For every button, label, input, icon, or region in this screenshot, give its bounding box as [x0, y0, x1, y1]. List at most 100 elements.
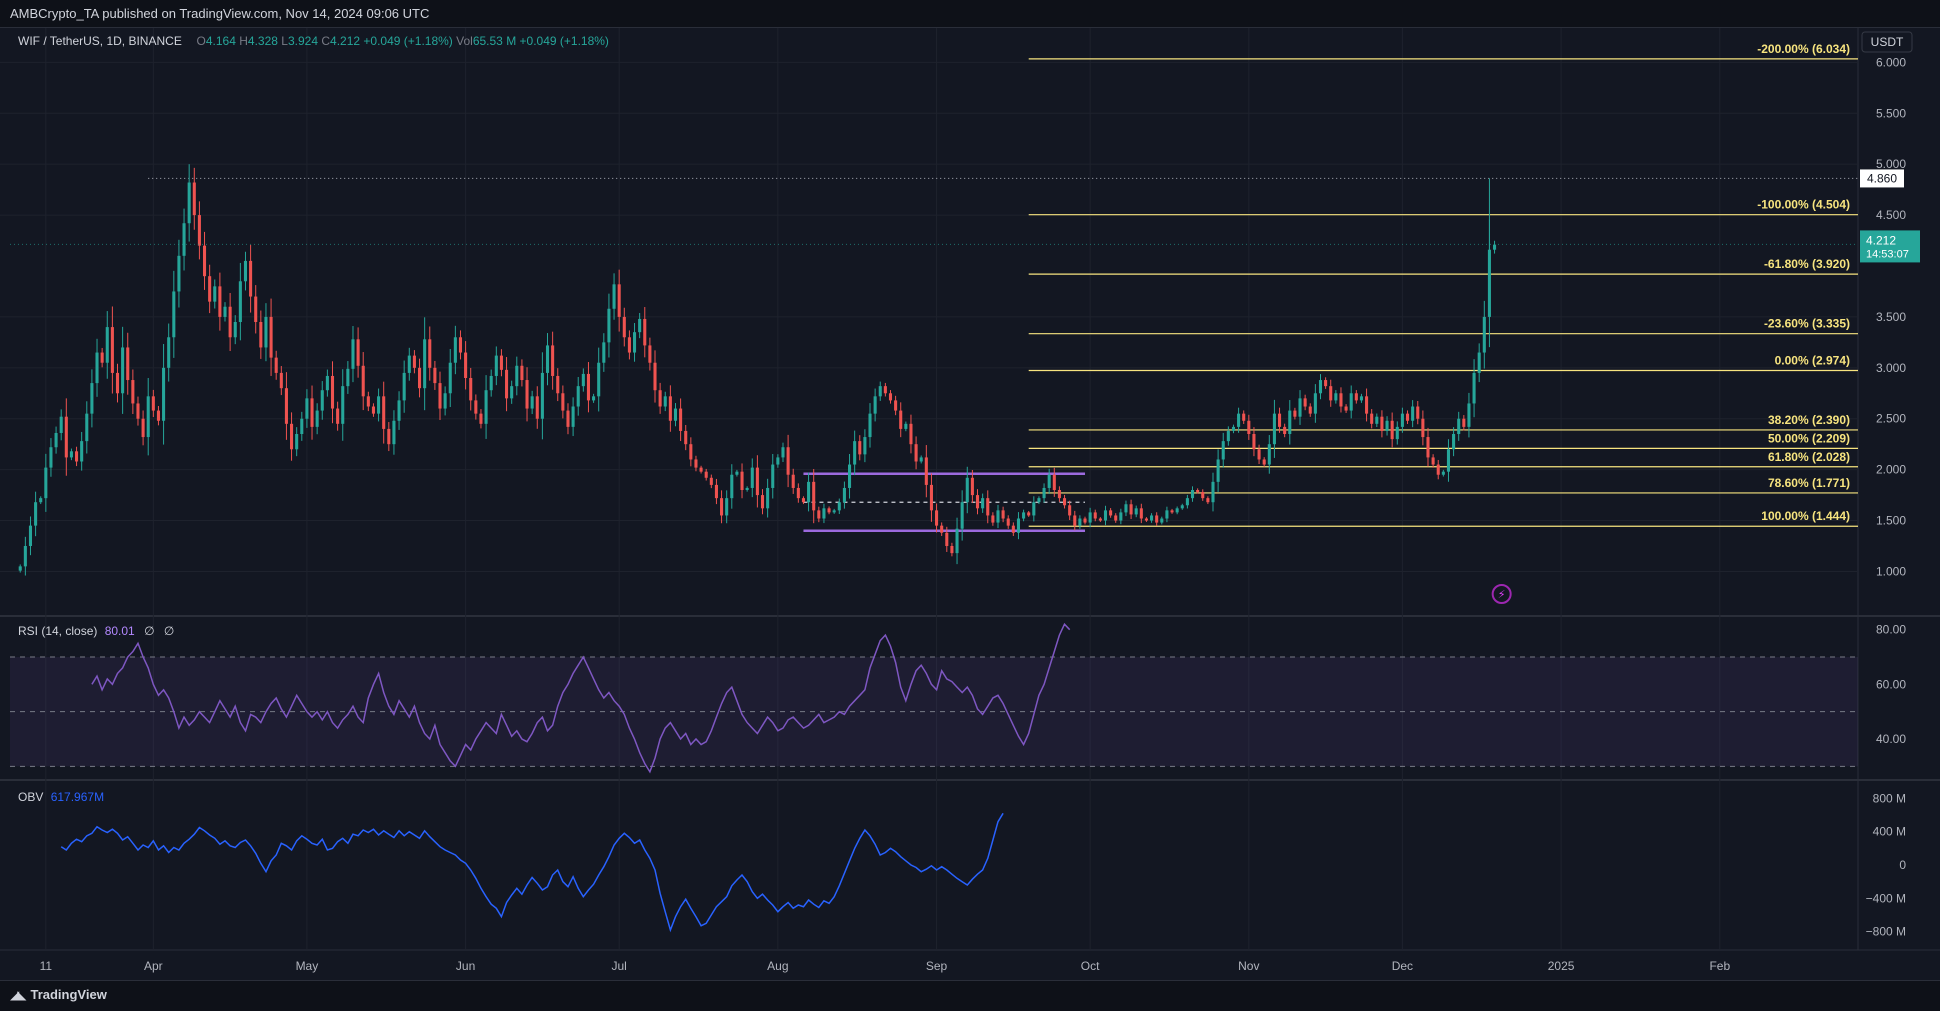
rsi-extra-2: ∅	[163, 624, 175, 638]
time-axis[interactable]: 11 Apr May Jun Jul Aug Sep Oct Nov Dec 2025 Feb	[40, 959, 1731, 973]
candle-body	[873, 396, 877, 414]
candle-body	[1231, 426, 1236, 431]
candle-body	[812, 481, 816, 511]
price-tick-label: 5.500	[1876, 106, 1906, 120]
currency-button[interactable]	[1861, 31, 1913, 53]
candle-body	[796, 487, 800, 499]
fib-level-label: -100.00% (4.504)	[1757, 198, 1850, 212]
alert-icon-ring[interactable]	[1491, 584, 1512, 604]
candle-body	[530, 396, 534, 409]
obv-value: 617.967M	[50, 790, 105, 804]
alert-icon[interactable]: ⚡	[1491, 584, 1512, 604]
candle-body	[1083, 518, 1087, 523]
candle-body	[489, 375, 493, 391]
price-axis[interactable]: 6.000 5.500 5.000 4.500 3.500 3.000 2.500 2.000…	[10, 31, 1920, 939]
candle-body	[981, 498, 985, 509]
candlesticks	[18, 164, 1497, 576]
candle-body	[986, 498, 990, 516]
candle-body	[581, 373, 585, 387]
candle-body	[766, 487, 770, 509]
rsi-extra-1: ∅	[144, 624, 155, 638]
candle-body	[991, 515, 995, 523]
candle-body	[1068, 505, 1072, 516]
candle-body	[617, 284, 621, 317]
countdown-label: 14:53:07	[1866, 248, 1909, 260]
candle-body	[1247, 420, 1251, 434]
range-box[interactable]	[803, 472, 1086, 532]
candle-body	[412, 355, 416, 368]
candle-body	[1303, 398, 1307, 407]
low-value: 3.924	[287, 34, 318, 48]
candle-body	[638, 318, 642, 333]
candle-body	[1047, 474, 1051, 488]
candle-body	[668, 396, 672, 421]
candle-body	[556, 375, 560, 394]
candle-body	[100, 352, 104, 363]
candle-body	[44, 467, 48, 499]
obv-tick-label: −400 M	[1866, 891, 1906, 905]
fib-level-label: -23.60% (3.335)	[1764, 317, 1850, 331]
candle-body	[172, 291, 176, 338]
candle-body	[510, 386, 514, 399]
candle-body	[566, 410, 570, 427]
candle-body	[1329, 386, 1333, 401]
candle-body	[1150, 515, 1154, 521]
candle-body	[417, 367, 422, 389]
fib-level-label: 100.00% (1.444)	[1761, 509, 1850, 523]
price-tick-label: 1.500	[1876, 514, 1906, 528]
candle-body	[1211, 481, 1215, 503]
obv-label[interactable]: OBV	[18, 790, 44, 804]
chart-svg[interactable]: -200.00% (6.034) -100.00% (4.504) -61.80% …	[0, 28, 1940, 980]
candle-body	[935, 510, 939, 526]
candle-body	[443, 393, 447, 409]
candle-body	[382, 396, 386, 429]
candle-body	[709, 477, 713, 485]
candle-body	[1052, 474, 1056, 490]
candle-body	[1354, 393, 1358, 401]
fib-retracement[interactable]: -200.00% (6.034) -100.00% (4.504) -61.80% …	[148, 42, 1858, 527]
symbol-name[interactable]: WIF / TetherUS, 1D, BINANCE	[18, 34, 182, 48]
candle-body	[612, 284, 616, 309]
candle-body	[745, 487, 749, 490]
candle-body	[1206, 498, 1210, 503]
candle-body	[115, 372, 120, 394]
candle-body	[1134, 508, 1138, 515]
candle-body	[218, 286, 222, 317]
fib-level-label: -200.00% (6.034)	[1757, 42, 1850, 56]
candle-body	[18, 566, 22, 571]
candle-body	[704, 471, 708, 478]
publisher-bar: AMBCrypto_TA published on TradingView.co…	[0, 0, 1940, 28]
candle-body	[725, 498, 729, 516]
lightning-icon: ⚡	[1498, 589, 1506, 601]
candle-body	[520, 365, 524, 381]
time-tick-label: Dec	[1392, 959, 1413, 973]
candle-body	[428, 339, 432, 368]
candle-body	[1380, 416, 1384, 431]
candle-body	[694, 459, 698, 468]
rsi-line	[91, 622, 1071, 774]
candle-body	[310, 398, 314, 427]
change-value: +0.049 (+1.18%)	[363, 34, 453, 48]
candle-body	[1349, 393, 1353, 411]
candle-body	[469, 378, 473, 401]
candle-body	[1441, 471, 1445, 475]
candle-body	[407, 355, 411, 373]
rsi-label[interactable]: RSI (14, close)	[18, 624, 98, 638]
candle-body	[228, 306, 232, 338]
candle-body	[126, 347, 130, 381]
candle-body	[545, 345, 550, 373]
candle-body	[1318, 380, 1323, 394]
candle-body	[49, 447, 53, 468]
candle-body	[202, 245, 207, 277]
time-tick-label: 11	[40, 959, 53, 973]
candle-body	[689, 444, 693, 460]
candle-body	[1283, 426, 1287, 434]
candle-body	[847, 464, 852, 488]
candle-body	[1073, 515, 1077, 526]
candle-body	[1278, 413, 1282, 427]
tradingview-logo[interactable]: ◢◣ TradingView	[10, 987, 107, 1002]
price-tick-label: 2.000	[1876, 463, 1906, 477]
candle-body	[1370, 413, 1374, 424]
candle-body	[1185, 498, 1189, 506]
candle-body	[945, 532, 949, 546]
